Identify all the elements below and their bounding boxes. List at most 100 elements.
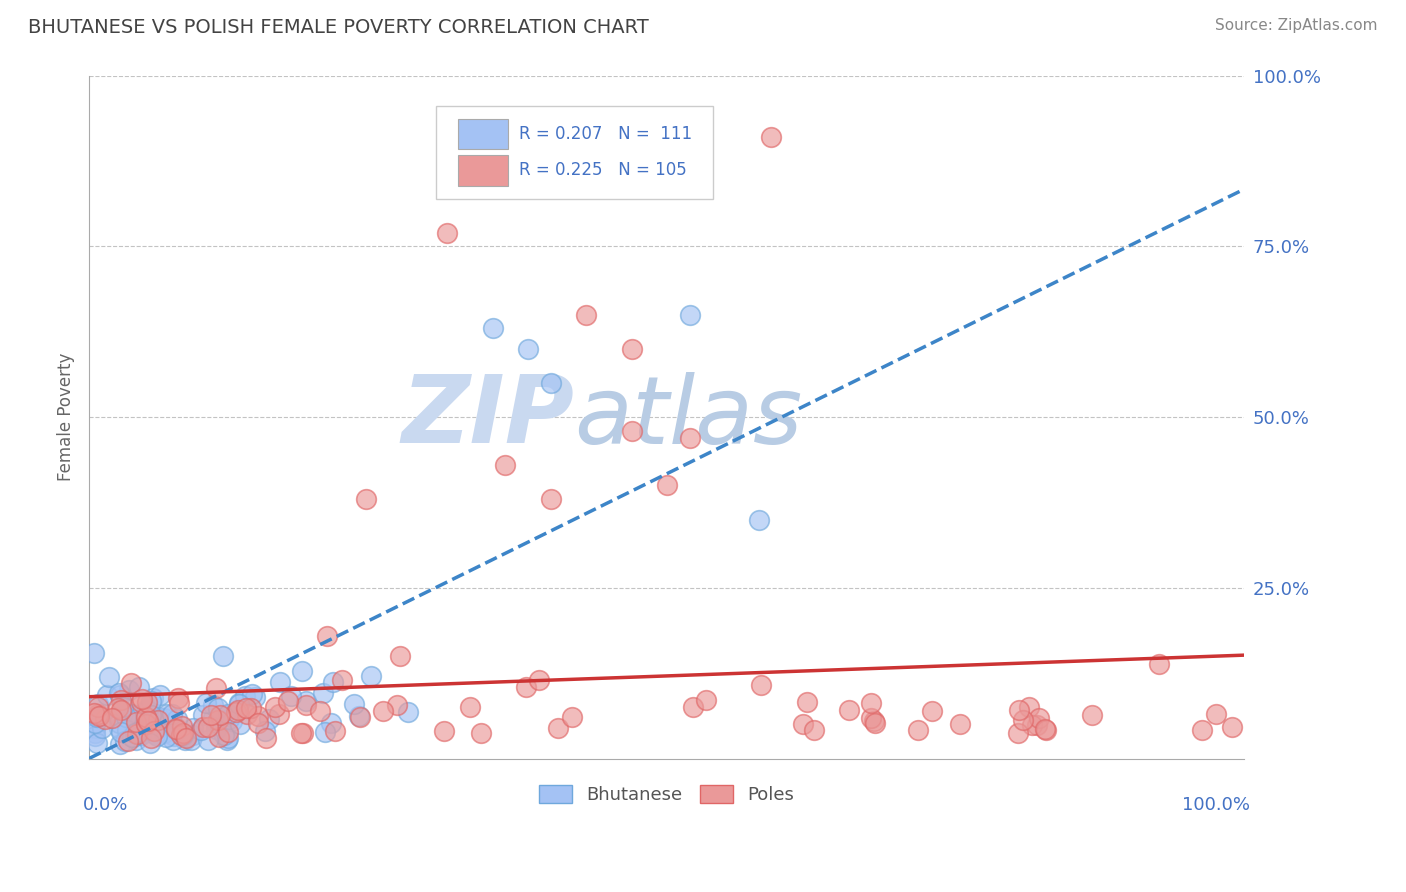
Point <box>682 699 704 714</box>
Point <box>84 716 107 731</box>
Point <box>1035 723 1057 737</box>
Point <box>194 696 217 710</box>
Point <box>200 707 222 722</box>
Point <box>228 696 250 710</box>
Point <box>575 308 598 322</box>
Point <box>267 706 290 721</box>
Point <box>1007 703 1029 717</box>
Point <box>111 700 134 714</box>
Point <box>160 706 183 721</box>
Point <box>1035 723 1057 737</box>
Text: 100.0%: 100.0% <box>1182 797 1250 814</box>
Point <box>482 321 505 335</box>
Point <box>228 703 250 717</box>
Point <box>243 690 266 704</box>
Point <box>197 720 219 734</box>
Point <box>280 689 302 703</box>
Point <box>162 716 184 731</box>
Point <box>181 728 204 742</box>
Point <box>127 724 149 739</box>
Point <box>621 424 644 438</box>
Point <box>166 712 188 726</box>
Point <box>247 708 270 723</box>
Point <box>204 681 226 696</box>
Point <box>201 711 224 725</box>
Point <box>515 680 537 694</box>
Point <box>215 709 238 723</box>
Point <box>84 721 107 735</box>
Point <box>107 701 129 715</box>
Point <box>87 697 110 711</box>
Point <box>170 728 193 742</box>
Point <box>1080 708 1102 723</box>
Point <box>1007 725 1029 739</box>
Point <box>217 733 239 747</box>
Point <box>308 704 330 718</box>
Point <box>174 730 197 744</box>
Point <box>83 646 105 660</box>
Text: ZIP: ZIP <box>402 371 574 463</box>
Point <box>1026 718 1049 732</box>
Point <box>121 730 143 744</box>
Point <box>212 729 235 743</box>
Point <box>759 130 782 145</box>
Point <box>240 701 263 715</box>
Point <box>101 711 124 725</box>
Point <box>110 704 132 718</box>
Point <box>135 702 157 716</box>
Point <box>190 723 212 738</box>
Point <box>218 712 240 726</box>
Text: 0.0%: 0.0% <box>83 797 129 814</box>
Point <box>1018 700 1040 714</box>
FancyBboxPatch shape <box>436 106 713 199</box>
Point <box>129 715 152 730</box>
Point <box>124 726 146 740</box>
Point <box>156 706 179 721</box>
FancyBboxPatch shape <box>457 155 509 186</box>
Point <box>91 722 114 736</box>
Point <box>264 699 287 714</box>
Point <box>139 736 162 750</box>
Y-axis label: Female Poverty: Female Poverty <box>58 353 75 482</box>
Point <box>257 712 280 726</box>
Point <box>863 716 886 731</box>
Point <box>124 722 146 736</box>
Point <box>125 715 148 730</box>
Point <box>135 695 157 709</box>
Point <box>201 698 224 712</box>
Point <box>330 673 353 688</box>
Point <box>96 688 118 702</box>
Point <box>517 342 540 356</box>
Point <box>108 737 131 751</box>
Point <box>121 706 143 721</box>
Point <box>115 710 138 724</box>
Point <box>135 717 157 731</box>
Point <box>246 716 269 731</box>
Point <box>292 725 315 739</box>
Point <box>907 723 929 737</box>
Point <box>547 721 569 735</box>
Point <box>174 731 197 746</box>
Point <box>371 704 394 718</box>
Point <box>319 716 342 731</box>
Point <box>387 698 409 712</box>
Point <box>921 704 943 718</box>
Point <box>277 694 299 708</box>
Point <box>141 708 163 723</box>
Point <box>83 706 105 721</box>
Point <box>433 724 456 739</box>
Point <box>458 700 481 714</box>
Point <box>193 720 215 734</box>
Point <box>228 717 250 731</box>
Point <box>87 706 110 721</box>
Point <box>165 722 187 736</box>
Point <box>86 710 108 724</box>
Point <box>115 723 138 738</box>
Point <box>191 707 214 722</box>
Point <box>122 708 145 723</box>
Text: BHUTANESE VS POLISH FEMALE POVERTY CORRELATION CHART: BHUTANESE VS POLISH FEMALE POVERTY CORRE… <box>28 18 650 37</box>
Point <box>172 726 194 740</box>
Point <box>89 708 111 723</box>
Point <box>107 715 129 730</box>
Point <box>143 727 166 741</box>
